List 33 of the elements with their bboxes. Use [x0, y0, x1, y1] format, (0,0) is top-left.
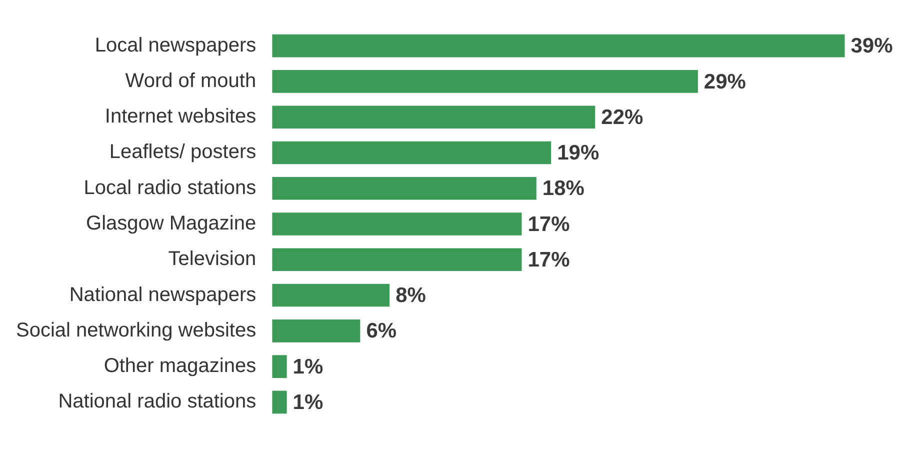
y-tick-label: Glasgow Magazine — [86, 212, 256, 235]
bar — [272, 390, 287, 414]
y-tick-label: Social networking websites — [16, 319, 256, 342]
data-label: 22% — [601, 106, 644, 129]
data-label: 29% — [704, 70, 746, 94]
y-tick-label: National radio stations — [58, 390, 256, 413]
bar — [272, 34, 845, 58]
y-tick-label: Local newspapers — [94, 34, 256, 56]
y-tick-label: Other magazines — [104, 355, 256, 378]
bar — [272, 355, 287, 378]
data-label: 1% — [292, 355, 324, 378]
data-label: 17% — [528, 212, 570, 236]
y-tick-label: Internet websites — [104, 106, 256, 128]
bar — [272, 320, 360, 342]
data-label: 8% — [396, 284, 426, 308]
bar — [272, 106, 596, 128]
data-label: 17% — [528, 248, 570, 272]
y-tick-label: Television — [168, 248, 256, 270]
data-label: 6% — [366, 320, 397, 343]
data-label: 1% — [292, 390, 324, 414]
y-tick-label: Leaflets/ posters — [109, 141, 256, 164]
bar — [272, 212, 522, 236]
bar — [272, 70, 698, 93]
bar — [272, 141, 552, 164]
y-tick-label: Word of mouth — [125, 70, 256, 92]
bar — [272, 176, 536, 200]
bar — [272, 284, 390, 307]
data-label: 39% — [850, 34, 894, 58]
data-label: 19% — [557, 142, 600, 165]
data-label: 18% — [542, 177, 585, 200]
bar — [272, 248, 522, 272]
y-tick-label: National newspapers — [69, 284, 256, 306]
y-tick-label: Local radio stations — [84, 176, 256, 199]
